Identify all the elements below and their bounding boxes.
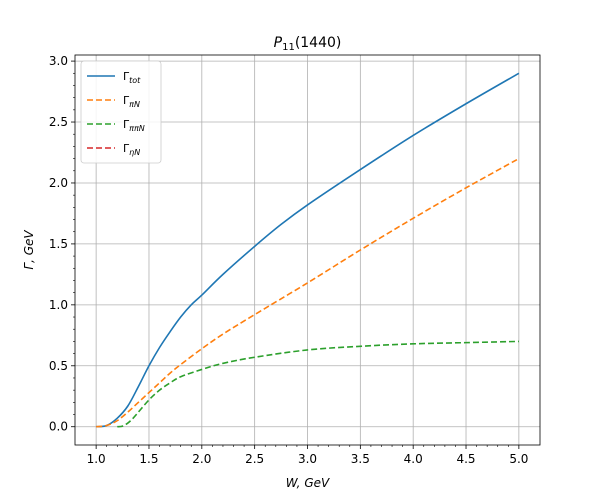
y-tick-label: 2.5 xyxy=(49,115,68,129)
x-tick-label: 1.5 xyxy=(139,452,158,466)
y-tick-label: 1.5 xyxy=(49,237,68,251)
x-tick-label: 2.0 xyxy=(192,452,211,466)
y-tick-label: 3.0 xyxy=(49,54,68,68)
title-main: P xyxy=(274,35,283,51)
series-layer xyxy=(96,72,520,428)
title-rest: (1440) xyxy=(295,35,342,51)
series-line-ππN xyxy=(117,340,519,428)
x-tick-label: 3.5 xyxy=(351,452,370,466)
y-tick-label: 0.0 xyxy=(49,420,68,434)
x-axis-label: W, GeV xyxy=(286,476,330,490)
legend-entry: ΓπN xyxy=(123,94,140,109)
ticks: 1.0 1.5 2.0 2.5 3.0 3.5 4.0 4.5 5.0 0.0 0.5 1.0 1.5 2… xyxy=(49,54,529,466)
y-tick-label: 1.0 xyxy=(49,298,68,312)
legend-entry: Γtot xyxy=(123,70,141,85)
y-tick-label: 2.0 xyxy=(49,176,68,190)
x-tick-label: 5.0 xyxy=(509,452,528,466)
y-tick-label: 0.5 xyxy=(49,359,68,373)
legend-box xyxy=(80,60,162,164)
chart-title: P11(1440) xyxy=(274,35,342,53)
y-axis-label: Γ, GeV xyxy=(22,230,36,270)
series-line-tot xyxy=(96,72,520,428)
x-tick-label: 2.5 xyxy=(245,452,264,466)
x-tick-label: 1.0 xyxy=(87,452,106,466)
legend: Γtot ΓπN ΓππN ΓηN xyxy=(80,60,162,164)
x-tick-label: 4.0 xyxy=(404,452,423,466)
x-tick-label: 4.5 xyxy=(456,452,475,466)
legend-entry: ΓππN xyxy=(123,118,145,133)
title-sub: 11 xyxy=(282,42,295,53)
legend-entry: ΓηN xyxy=(123,142,140,157)
x-tick-label: 3.0 xyxy=(298,452,317,466)
series-line-πN xyxy=(96,157,520,428)
